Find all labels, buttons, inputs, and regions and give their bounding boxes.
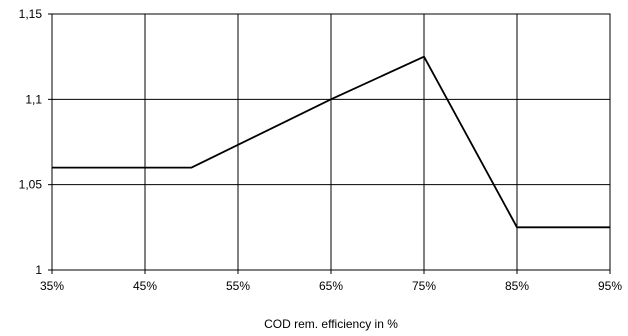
x-tick-label: 85%: [505, 279, 529, 293]
x-tick-labels: 35% 45% 55% 65% 75% 85% 95%: [40, 279, 622, 293]
x-tick-label: 65%: [319, 279, 343, 293]
y-tick-label: 1,15: [19, 7, 43, 21]
x-tick-label: 45%: [133, 279, 157, 293]
y-tick-label: 1: [35, 263, 42, 277]
plot-frame: [51, 13, 611, 271]
x-axis-title: COD rem. efficiency in %: [264, 317, 398, 331]
x-tick-label: 55%: [226, 279, 250, 293]
x-tick-label: 35%: [40, 279, 64, 293]
x-tick-label: 95%: [598, 279, 622, 293]
y-tick-label: 1,1: [25, 92, 42, 106]
y-tick-label: 1,05: [19, 178, 43, 192]
series-line: [52, 55, 610, 229]
y-tick-labels: 1 1,05 1,1 1,15: [19, 7, 43, 277]
series-group: [52, 55, 610, 229]
gridlines: [48, 13, 611, 274]
x-tick-label: 75%: [412, 279, 436, 293]
